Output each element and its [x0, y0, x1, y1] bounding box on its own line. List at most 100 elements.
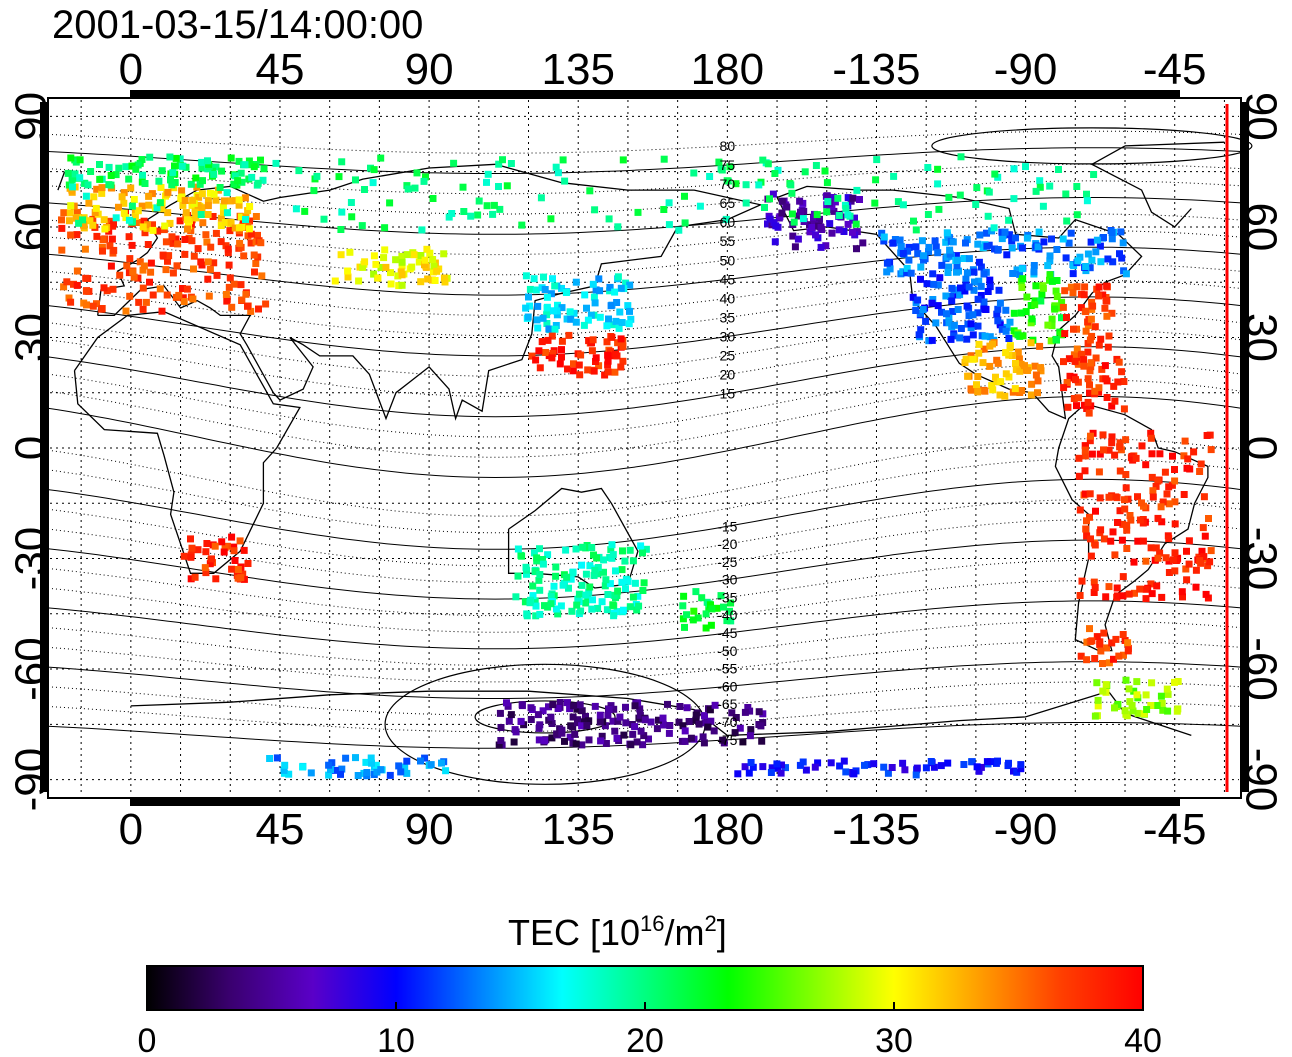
top-axis-bar — [130, 90, 1180, 98]
tec-cell — [536, 721, 544, 729]
tec-cell — [1127, 516, 1135, 524]
tec-cell — [974, 373, 982, 380]
tec-cell — [639, 549, 646, 557]
tec-cell — [87, 168, 95, 175]
tec-cell — [619, 357, 627, 365]
tec-cell — [1119, 592, 1127, 600]
tec-cell — [932, 243, 940, 251]
magnetic-latitude-label: 15 — [720, 386, 736, 402]
tec-cell — [1154, 477, 1162, 485]
tec-cell — [1158, 593, 1166, 601]
tec-cell — [910, 217, 917, 225]
tec-cell — [624, 577, 632, 585]
tec-cell — [608, 541, 616, 549]
tec-cell — [105, 227, 113, 235]
tec-cell — [1179, 593, 1186, 601]
tec-cell — [850, 770, 858, 778]
tec-cell — [507, 711, 515, 719]
tec-cell — [758, 737, 766, 745]
tec-cell — [607, 302, 615, 310]
magnetic-contour — [47, 600, 1242, 650]
tec-cell — [935, 205, 943, 213]
tec-cell — [566, 705, 574, 713]
tec-cell — [1076, 253, 1084, 261]
tec-cell — [386, 771, 394, 779]
tec-cell — [998, 325, 1006, 333]
tec-cell — [1088, 450, 1096, 458]
tec-cell — [692, 716, 700, 724]
tec-cell — [620, 606, 627, 614]
tec-cell — [166, 153, 174, 161]
tec-cell — [181, 250, 189, 258]
tec-cell — [1047, 337, 1055, 345]
tec-cell — [539, 560, 547, 568]
tec-cell — [109, 285, 117, 293]
tec-cell — [173, 262, 181, 270]
tec-cell — [1063, 217, 1071, 225]
tec-cell — [535, 724, 543, 732]
tec-cell — [1039, 202, 1047, 210]
tec-cell — [190, 252, 198, 260]
tec-cell — [1086, 367, 1094, 375]
tec-cell — [331, 766, 339, 774]
tec-cell — [231, 197, 239, 205]
tec-cell — [1082, 308, 1090, 316]
tec-cell — [1002, 370, 1010, 378]
tec-cell — [681, 737, 689, 745]
tec-cell — [985, 188, 993, 196]
tec-cell — [1148, 590, 1156, 598]
tec-cell — [1103, 282, 1111, 290]
tec-cell — [1086, 625, 1093, 633]
tec-cell — [441, 278, 449, 286]
tec-cell — [183, 285, 191, 293]
tec-cell — [1001, 228, 1009, 236]
tec-cell — [1075, 472, 1083, 480]
tec-cell — [1073, 211, 1081, 219]
tec-cell — [1142, 691, 1150, 699]
tec-cell — [973, 763, 981, 771]
tec-cell — [1086, 264, 1094, 272]
tec-cell — [870, 760, 878, 768]
tec-cell — [594, 604, 602, 612]
tec-cell — [538, 338, 546, 346]
tec-cell — [433, 267, 441, 275]
tec-cell — [578, 707, 586, 715]
tec-cell — [711, 701, 719, 709]
tec-cell — [973, 381, 980, 389]
tec-cell — [603, 338, 611, 346]
tec-cell — [237, 213, 245, 221]
tec-cell — [1171, 549, 1179, 557]
tec-cell — [771, 238, 779, 246]
tec-cell — [69, 183, 76, 191]
tec-cell — [381, 224, 389, 232]
tec-cell — [947, 292, 954, 300]
tec-cell — [1200, 493, 1208, 501]
tec-cell — [679, 722, 687, 730]
magnetic-latitude-label: 75 — [720, 157, 736, 173]
tec-cell — [91, 209, 99, 216]
tec-cell — [708, 605, 716, 613]
tec-cell — [518, 552, 526, 560]
tec-cell — [254, 231, 261, 239]
tec-cell — [1165, 483, 1173, 491]
right-lat-tick-label: 90 — [1236, 92, 1285, 141]
tec-cell — [1009, 388, 1017, 396]
tec-cell — [622, 585, 629, 593]
tec-cell — [791, 243, 799, 251]
tec-cell — [702, 610, 710, 618]
tec-cell — [989, 340, 996, 348]
tec-cell — [974, 309, 982, 317]
tec-cell — [1143, 706, 1151, 713]
tec-cell — [1134, 493, 1141, 501]
tec-cell — [799, 215, 807, 223]
tec-cell — [965, 312, 973, 320]
tec-cell — [252, 213, 260, 220]
tec-cell — [392, 256, 400, 264]
tec-cell — [543, 303, 551, 311]
tec-cell — [1185, 560, 1193, 568]
tec-cell — [636, 711, 644, 719]
tec-cell — [1084, 398, 1092, 406]
tec-cell — [1094, 696, 1102, 704]
tec-cell — [503, 699, 510, 707]
tec-cell — [76, 156, 84, 164]
